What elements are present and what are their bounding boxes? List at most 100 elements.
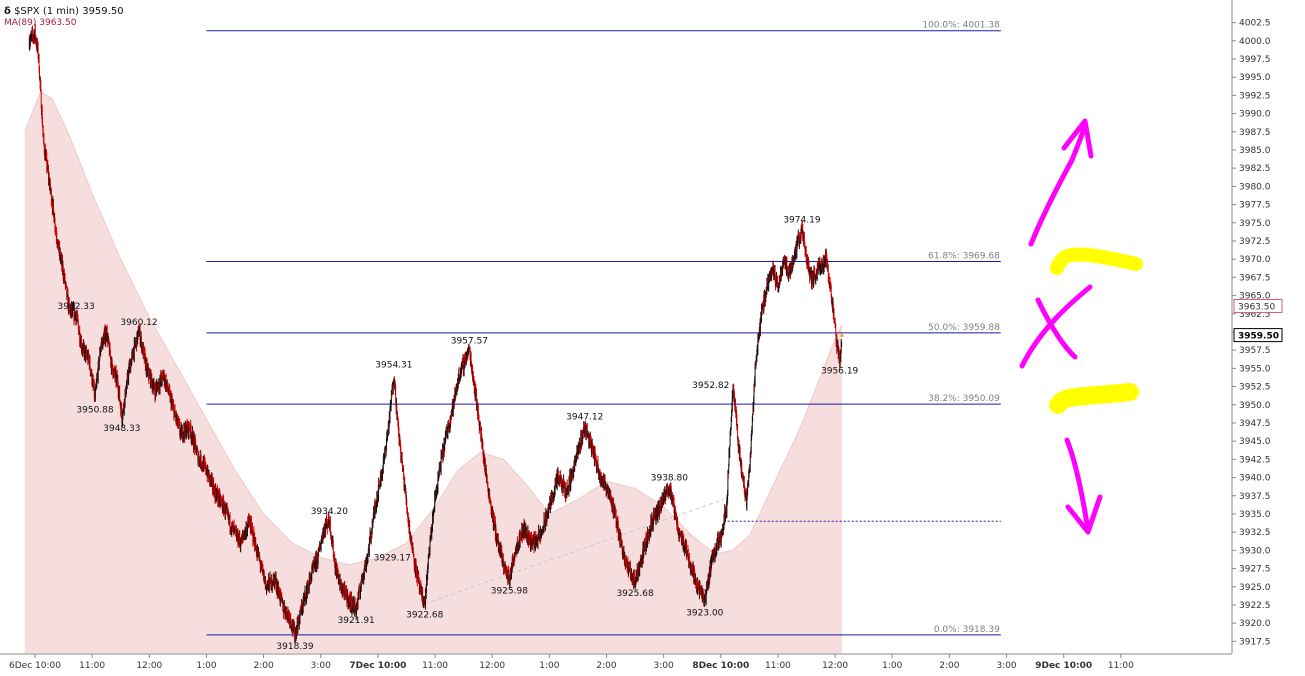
swing-price-label: 3921.91 [338,616,375,626]
y-tick-label: 3965.0 [1239,292,1271,302]
y-tick-label: 3975.0 [1239,219,1271,229]
x-tick-label: 1:00 [539,661,559,671]
x-axis: 6Dec 10:00 11:00 12:00 1:00 2:00 3:00 7Dec 10:… [0,653,1232,671]
chart-type-icon: ẟ [4,6,11,17]
y-tick-label: 3917.5 [1239,637,1271,647]
y-tick-label: 3977.5 [1239,201,1271,211]
swing-price-label: 3962.33 [58,302,95,312]
last-price-label: 3959.50 [1238,332,1279,342]
swing-price-label: 3922.68 [406,611,443,621]
fib-level-label: 100.0%: 4001.38 [922,21,1000,31]
y-tick-label: 3957.5 [1239,346,1271,356]
x-tick-label: 11:00 [79,661,105,671]
y-tick-label: 3992.5 [1239,91,1271,101]
y-tick-label: 3980.0 [1239,182,1271,192]
y-tick-label: 3935.0 [1239,510,1271,520]
y-tick-label: 3987.5 [1239,128,1271,138]
x-tick-label: 11:00 [765,661,791,671]
y-tick-label: 3947.5 [1239,419,1271,429]
x-tick-label: 11:00 [422,661,448,671]
y-tick-label: 3940.0 [1239,474,1271,484]
x-tick-label: 2:00 [596,661,616,671]
swing-price-label: 3938.80 [651,473,688,483]
ma-legend: MA(89) 3963.50 [4,18,76,29]
x-tick-label: 7Dec 10:00 [349,661,406,671]
y-tick-label: 3962.5 [1239,310,1271,320]
y-tick-label: 3922.5 [1239,601,1271,611]
swing-price-label: 3954.31 [375,360,412,370]
chart-title: ẟ $SPX (1 min) 3959.50 [4,6,124,17]
swing-price-label: 3952.82 [692,381,729,391]
x-tick-label: 2:00 [939,661,959,671]
y-tick-label: 3942.5 [1239,455,1271,465]
chart-title-text: $SPX (1 min) 3959.50 [14,6,124,17]
swing-price-label: 3956.19 [821,367,858,377]
cross-stroke-2 [1019,284,1093,369]
y-axis: 4002.5 4000.0 3997.5 3995.0 3992.5 3990.0 3987… [1231,0,1283,653]
y-tick-label: 3967.5 [1239,273,1271,283]
swing-price-label: 3948.33 [103,424,140,434]
y-tick-label: 3932.5 [1239,528,1271,538]
x-tick-label: 9Dec 10:00 [1035,661,1092,671]
x-tick-label: 11:00 [1108,661,1134,671]
fib-level-label: 0.0%: 3918.39 [934,625,1000,635]
y-tick-label: 3982.5 [1239,164,1271,174]
y-tick-label: 3937.5 [1239,492,1271,502]
highlight-618 [1050,247,1143,275]
x-tick-label: 12:00 [822,661,848,671]
ma89-line [24,90,843,566]
y-tick-label: 3930.0 [1239,546,1271,556]
swing-price-label: 3925.98 [491,587,528,597]
fib-level-label: 38.2%: 3950.09 [928,394,1000,404]
x-tick-label: 6Dec 10:00 [9,661,61,671]
highlight-382 [1049,383,1139,414]
x-tick-label: 3:00 [996,661,1016,671]
swing-price-label: 3925.68 [616,589,653,599]
fib-level-label: 61.8%: 3969.68 [928,251,1000,261]
y-tick-label: 3945.0 [1239,437,1271,447]
y-tick-label: 3997.5 [1239,55,1271,65]
x-tick-label: 1:00 [882,661,902,671]
down-arrow-shaft [1064,437,1091,533]
y-tick-label: 3970.0 [1239,255,1271,265]
up-arrow-shaft [1028,119,1088,247]
x-tick-label: 3:00 [654,661,674,671]
ma-value-label: 3963.50 [1238,302,1275,312]
x-tick-label: 8Dec 10:00 [692,661,749,671]
cross-stroke-1 [1035,297,1078,360]
y-tick-label: 3952.5 [1239,383,1271,393]
swing-price-label: 3957.57 [451,337,488,347]
y-tick-label: 3995.0 [1239,73,1271,83]
y-tick-label: 4000.0 [1239,37,1271,47]
swing-price-label: 3947.12 [566,413,603,423]
swing-price-label: 3923.00 [686,608,723,618]
x-tick-label: 12:00 [136,661,162,671]
price-bars [28,23,843,644]
swing-price-label: 3929.17 [374,553,411,563]
last-price-box [1233,328,1283,343]
last-price-marker [840,334,844,338]
y-tick-label: 3972.5 [1239,237,1271,247]
ma-value-box [1233,298,1283,313]
x-tick-label: 1:00 [196,661,216,671]
swing-price-label: 3974.19 [783,216,820,226]
y-tick-label: 3927.5 [1239,565,1271,575]
down-arrow-head [1065,494,1103,535]
y-tick-label: 3950.0 [1239,401,1271,411]
swing-price-label: 3950.88 [76,405,113,415]
x-tick-label: 2:00 [253,661,273,671]
x-tick-label: 3:00 [311,661,331,671]
swing-price-label: 3960.12 [120,318,157,328]
annotations [1019,118,1143,535]
y-tick-label: 3920.0 [1239,619,1271,629]
swing-price-label: 3934.20 [311,507,348,517]
ma-legend-text: MA(89) 3963.50 [4,18,77,28]
swing-price-label: 3918.39 [276,642,313,652]
y-tick-label: 3955.0 [1239,364,1271,374]
y-tick-label: 3925.0 [1239,583,1271,593]
fib-level-label: 50.0%: 3959.88 [928,323,1000,333]
y-tick-label: 3985.0 [1239,146,1271,156]
x-tick-label: 12:00 [479,661,505,671]
